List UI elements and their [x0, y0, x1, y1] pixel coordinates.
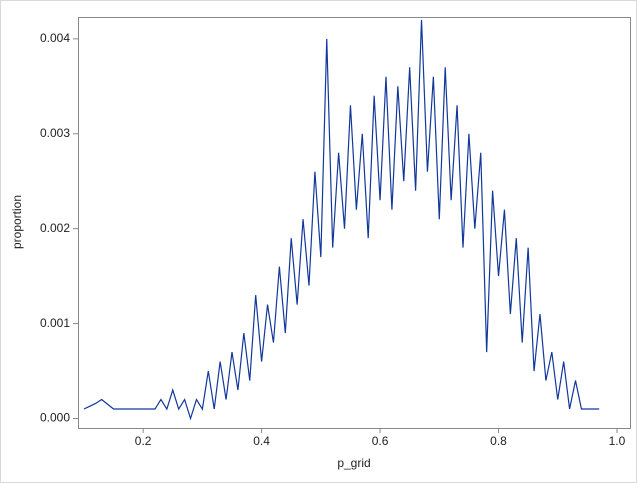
x-tick-label: 1.0 — [609, 434, 626, 448]
y-tick-label: 0.000 — [40, 411, 70, 425]
data-line — [83, 19, 600, 421]
x-tick-label: 0.6 — [372, 434, 389, 448]
x-axis-label: p_grid — [337, 456, 370, 470]
y-tick-label: 0.004 — [40, 31, 70, 45]
plot-frame — [78, 17, 631, 429]
y-tick-label: 0.001 — [40, 316, 70, 330]
y-tick-label: 0.002 — [40, 221, 70, 235]
x-tick-label: 0.4 — [253, 434, 270, 448]
y-axis-label: proportion — [10, 195, 24, 249]
x-tick-label: 0.8 — [490, 434, 507, 448]
x-tick-label: 0.2 — [135, 434, 152, 448]
y-tick-label: 0.003 — [40, 126, 70, 140]
